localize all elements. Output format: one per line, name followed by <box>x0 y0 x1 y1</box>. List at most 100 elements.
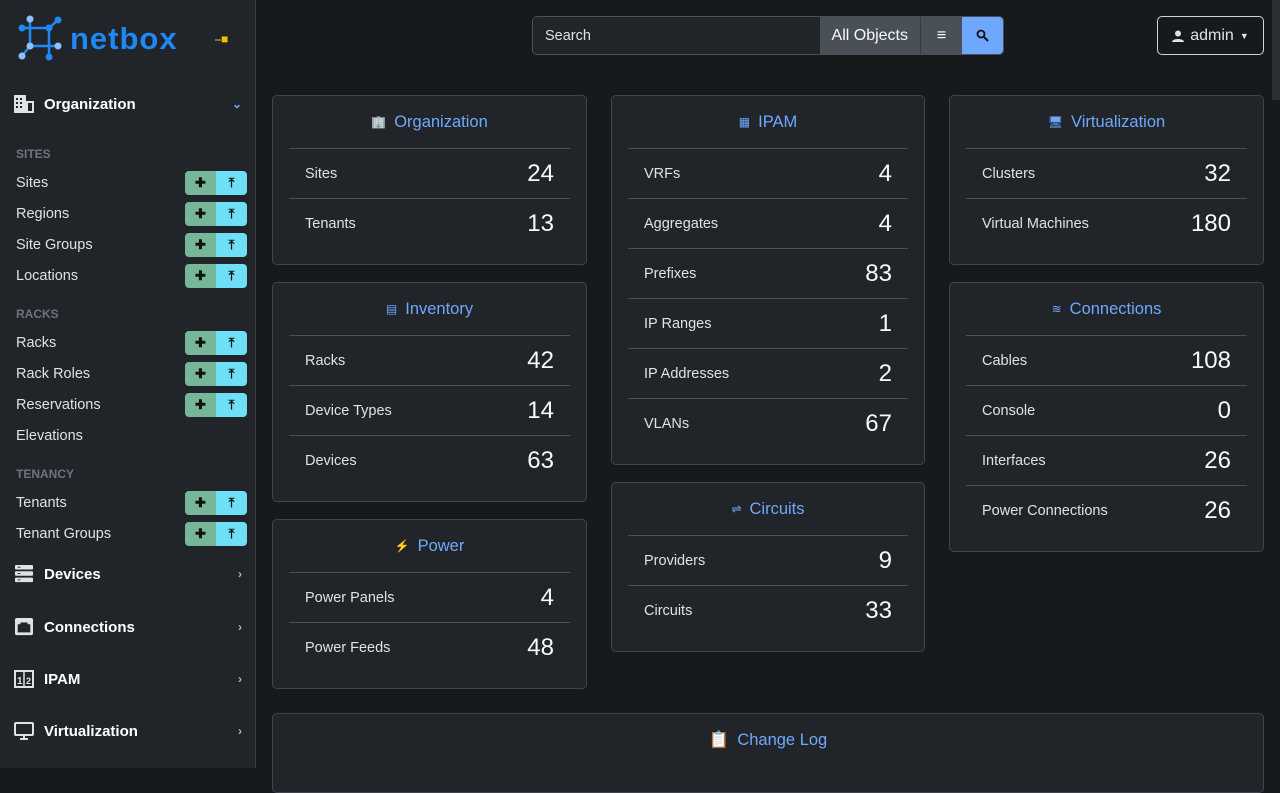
sidebar-item-elevations[interactable]: Elevations <box>16 424 247 448</box>
cable-icon: ≋ <box>1051 302 1062 316</box>
menu-virtualization[interactable]: Virtualization › <box>14 722 242 740</box>
sidebar-item-tenant-groups[interactable]: Tenant Groups ✚ ⤒ <box>16 522 247 546</box>
sidebar-item-regions[interactable]: Regions ✚ ⤒ <box>16 202 247 226</box>
card-power: ⚡ Power Power Panels 4 Power Feeds 48 <box>272 519 587 689</box>
add-button[interactable]: ✚ <box>185 202 216 226</box>
add-button[interactable]: ✚ <box>185 171 216 195</box>
import-button[interactable]: ⤒ <box>216 264 247 288</box>
search-scope-select[interactable]: All Objects <box>819 17 921 54</box>
import-button[interactable]: ⤒ <box>216 362 247 386</box>
user-menu-button[interactable]: admin ▼ <box>1157 16 1264 55</box>
import-button[interactable]: ⤒ <box>216 171 247 195</box>
import-button[interactable]: ⤒ <box>216 233 247 257</box>
section-racks: RACKS <box>16 307 59 321</box>
stat-row[interactable]: Prefixes 83 <box>628 248 908 298</box>
stat-row[interactable]: Aggregates 4 <box>628 198 908 248</box>
card-title-link[interactable]: Organization <box>394 112 488 131</box>
stat-row[interactable]: IP Ranges 1 <box>628 298 908 348</box>
menu-label: Devices <box>44 565 101 583</box>
stat-row[interactable]: Clusters 32 <box>966 148 1247 198</box>
stat-label: Sites <box>305 165 338 182</box>
sidebar-item-tenants[interactable]: Tenants ✚ ⤒ <box>16 491 247 515</box>
stat-row[interactable]: VLANs 67 <box>628 398 908 448</box>
add-button[interactable]: ✚ <box>185 331 216 355</box>
menu-label: Virtualization <box>44 722 138 740</box>
sidebar-item-site-groups[interactable]: Site Groups ✚ ⤒ <box>16 233 247 257</box>
stat-row[interactable]: IP Addresses 2 <box>628 348 908 398</box>
stat-count: 63 <box>527 446 554 474</box>
building-icon: 🏢 <box>371 115 387 129</box>
stat-row[interactable]: Device Types 14 <box>289 385 570 435</box>
sidebar-item-sites[interactable]: Sites ✚ ⤒ <box>16 171 247 195</box>
stat-row[interactable]: Tenants 13 <box>289 198 570 248</box>
chevron-right-icon: › <box>238 672 242 686</box>
card-title-link[interactable]: Change Log <box>737 730 828 749</box>
sidebar-item-rack-roles[interactable]: Rack Roles ✚ ⤒ <box>16 362 247 386</box>
add-button[interactable]: ✚ <box>185 362 216 386</box>
sidebar-item-locations[interactable]: Locations ✚ ⤒ <box>16 264 247 288</box>
add-button[interactable]: ✚ <box>185 522 216 546</box>
sidebar-item-reservations[interactable]: Reservations ✚ ⤒ <box>16 393 247 417</box>
sidebar-item-racks[interactable]: Racks ✚ ⤒ <box>16 331 247 355</box>
stat-label: Tenants <box>305 215 356 232</box>
card-circuits: ⇌ Circuits Providers 9 Circuits 33 <box>611 482 925 652</box>
stat-row[interactable]: Power Connections 26 <box>966 485 1247 535</box>
import-button[interactable]: ⤒ <box>216 491 247 515</box>
menu-connections[interactable]: Connections › <box>14 618 242 636</box>
search-button[interactable] <box>962 17 1003 54</box>
netbox-logo-icon <box>18 15 62 61</box>
add-button[interactable]: ✚ <box>185 393 216 417</box>
add-button[interactable]: ✚ <box>185 233 216 257</box>
stat-row[interactable]: Devices 63 <box>289 435 570 485</box>
sidebar-item-label: Site Groups <box>16 237 93 253</box>
stat-row[interactable]: VRFs 4 <box>628 148 908 198</box>
stat-row[interactable]: Sites 24 <box>289 148 570 198</box>
menu-devices[interactable]: Devices › <box>14 565 242 583</box>
stat-label: Console <box>982 402 1036 419</box>
stat-label: Racks <box>305 352 346 369</box>
import-button[interactable]: ⤒ <box>216 331 247 355</box>
netbox-logo[interactable]: netbox <box>16 15 178 63</box>
stat-count: 33 <box>865 596 892 624</box>
search-icon <box>976 29 989 42</box>
scrollbar[interactable] <box>1272 0 1280 100</box>
card-title-link[interactable]: Connections <box>1069 299 1162 318</box>
sidebar-item-label: Locations <box>16 268 79 284</box>
import-button[interactable]: ⤒ <box>216 202 247 226</box>
item-actions: ✚ ⤒ <box>185 233 247 257</box>
filter-button[interactable]: ≡ <box>921 17 962 54</box>
upload-icon: ⤒ <box>228 397 235 412</box>
stat-count: 1 <box>878 309 892 337</box>
stat-row[interactable]: Console 0 <box>966 385 1247 435</box>
stat-count: 108 <box>1190 346 1231 374</box>
menu-label: IPAM <box>44 670 81 688</box>
item-actions: ✚ ⤒ <box>185 393 247 417</box>
import-button[interactable]: ⤒ <box>216 522 247 546</box>
stat-row[interactable]: Circuits 33 <box>628 585 908 635</box>
stat-row[interactable]: Racks 42 <box>289 335 570 385</box>
stat-row[interactable]: Providers 9 <box>628 535 908 585</box>
import-button[interactable]: ⤒ <box>216 393 247 417</box>
card-title-link[interactable]: Virtualization <box>1071 112 1166 131</box>
pin-icon[interactable]: ⎯■ <box>215 32 229 46</box>
card-title-link[interactable]: IPAM <box>758 112 798 131</box>
add-button[interactable]: ✚ <box>185 264 216 288</box>
plus-icon: ✚ <box>195 206 206 221</box>
stat-row[interactable]: Interfaces 26 <box>966 435 1247 485</box>
card-title-link[interactable]: Inventory <box>405 299 474 318</box>
add-button[interactable]: ✚ <box>185 491 216 515</box>
upload-icon: ⤒ <box>228 335 235 350</box>
stat-row[interactable]: Power Feeds 48 <box>289 622 570 672</box>
sidebar-item-label: Tenants <box>16 495 67 511</box>
section-tenancy: TENANCY <box>16 467 75 481</box>
card-title-link[interactable]: Power <box>417 536 465 555</box>
search-input[interactable] <box>533 17 820 54</box>
item-actions: ✚ ⤒ <box>185 522 247 546</box>
menu-organization[interactable]: Organization ⌄ <box>14 95 242 113</box>
stat-row[interactable]: Cables 108 <box>966 335 1247 385</box>
stat-row[interactable]: Power Panels 4 <box>289 572 570 622</box>
card-title-link[interactable]: Circuits <box>749 499 805 518</box>
stat-row[interactable]: Virtual Machines 180 <box>966 198 1247 248</box>
stat-count: 4 <box>540 583 554 611</box>
